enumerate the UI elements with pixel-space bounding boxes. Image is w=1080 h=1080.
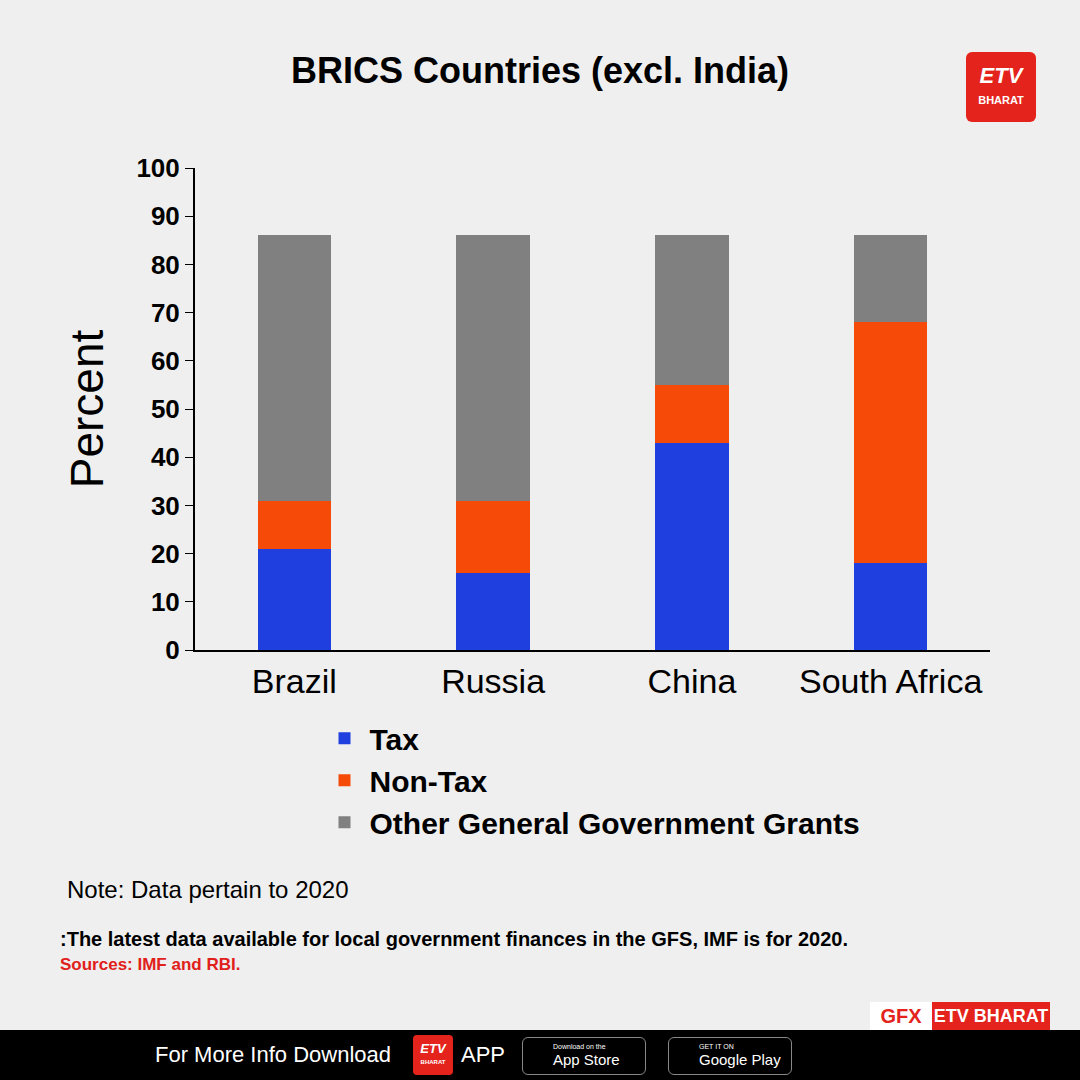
svg-text:80: 80	[151, 250, 180, 280]
html-text:Sources: IMF and RBI.: Sources: IMF and RBI.	[60, 955, 241, 974]
svg-text:100: 100	[136, 153, 179, 183]
svg-text:60: 60	[151, 346, 180, 376]
svg-text:Non-Tax: Non-Tax	[370, 765, 488, 798]
html-text:App Store: App Store	[553, 1051, 620, 1068]
html-text::The latest data available for: :The latest data available for local gov…	[60, 928, 848, 950]
svg-text:0: 0	[165, 635, 179, 665]
html-text:GFX: GFX	[880, 1005, 922, 1027]
svg-text:50: 50	[151, 394, 180, 424]
html-text:Download on the: Download on the	[553, 1043, 606, 1050]
svg-text:90: 90	[151, 201, 180, 231]
svg-text:Tax: Tax	[370, 723, 420, 756]
svg-text:70: 70	[151, 298, 180, 328]
svg-text:China: China	[647, 662, 736, 700]
html-text:ETV BHARAT: ETV BHARAT	[933, 1006, 1049, 1026]
html-text:Google Play: Google Play	[699, 1051, 781, 1068]
svg-text:Brazil: Brazil	[252, 662, 337, 700]
svg-text:Percent: Percent	[61, 330, 113, 489]
svg-text:20: 20	[151, 539, 180, 569]
html-text:BHARAT: BHARAT	[978, 94, 1024, 106]
html-text:ETV: ETV	[979, 63, 1023, 88]
svg-text:BRICS Countries (excl. India): BRICS Countries (excl. India)	[291, 50, 789, 91]
svg-text:South Africa: South Africa	[799, 662, 982, 700]
svg-text:10: 10	[151, 587, 180, 617]
svg-text:Russia: Russia	[441, 662, 545, 700]
html-text:ETV: ETV	[420, 1041, 446, 1056]
svg-text:Other General Government Grant: Other General Government Grants	[370, 807, 860, 840]
html-text:GET IT ON: GET IT ON	[699, 1043, 734, 1050]
html-text:APP: APP	[461, 1042, 505, 1067]
html-text:Note: Data pertain to 2020: Note: Data pertain to 2020	[67, 876, 349, 903]
html-text:For More Info Download: For More Info Download	[155, 1042, 391, 1067]
html-text:BHARAT: BHARAT	[420, 1059, 446, 1065]
svg-text:30: 30	[151, 491, 180, 521]
svg-text:40: 40	[151, 442, 180, 472]
